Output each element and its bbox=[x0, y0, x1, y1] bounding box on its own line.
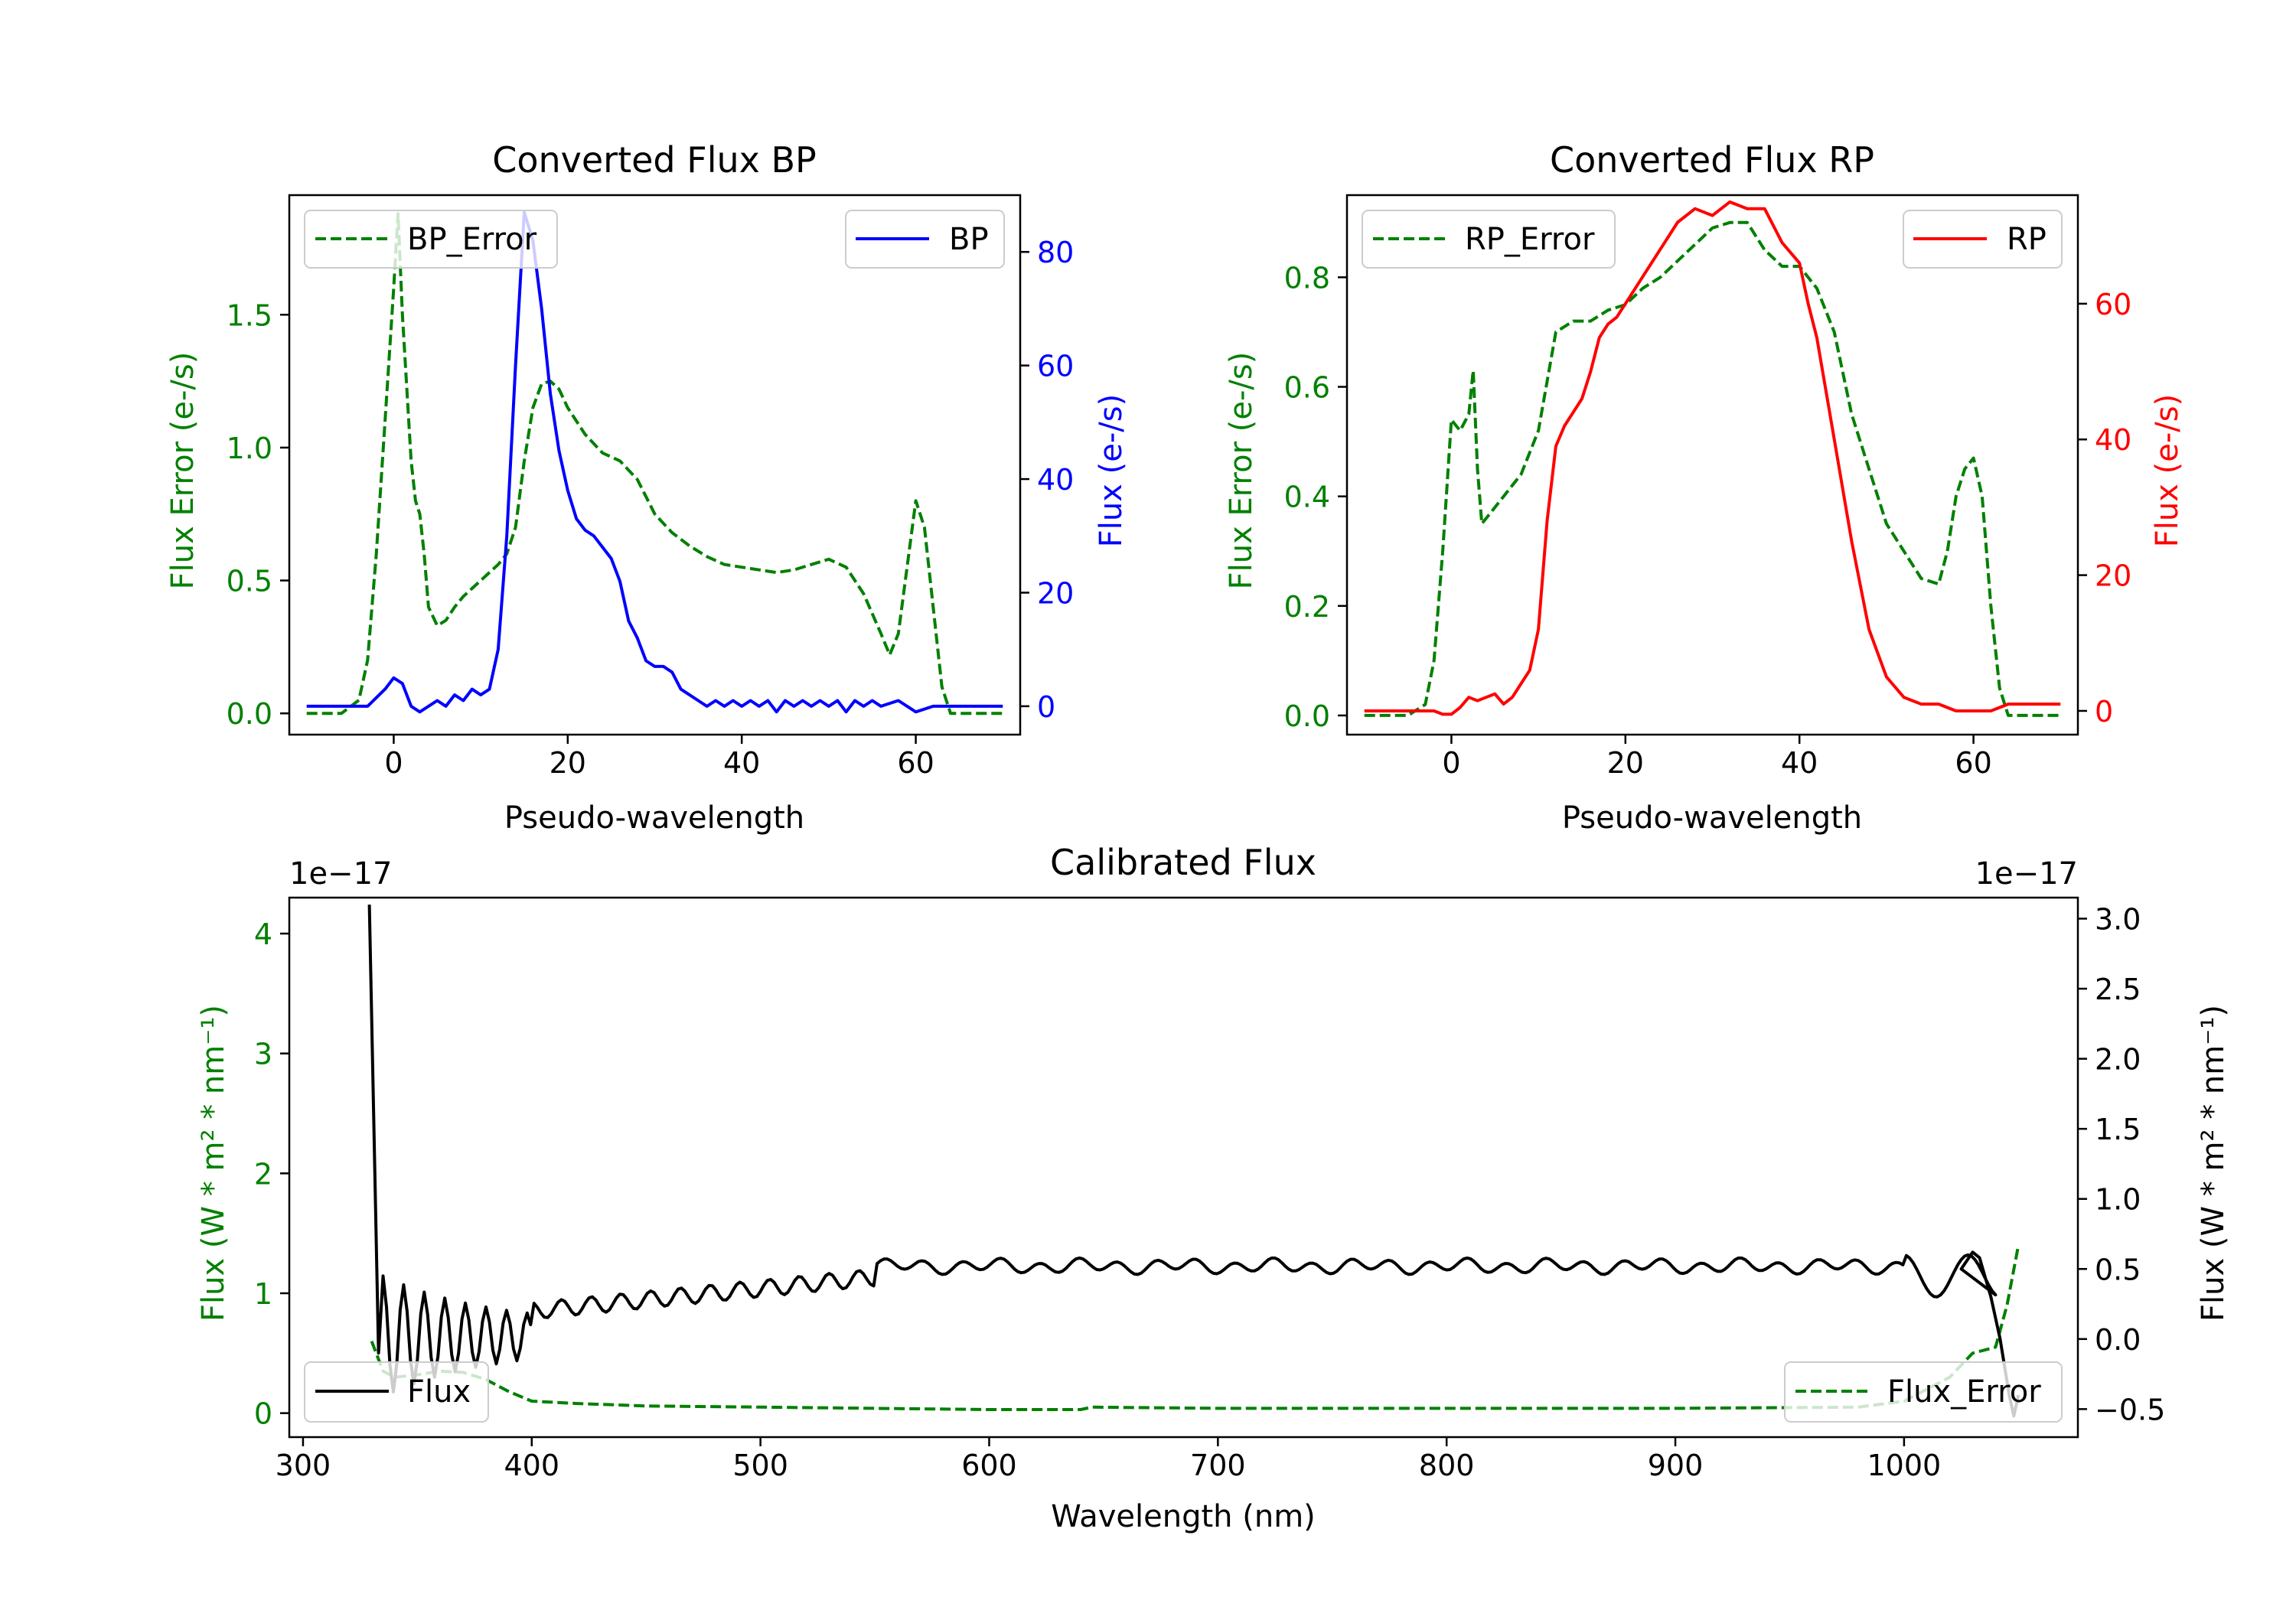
rp-series-rp bbox=[1364, 200, 2061, 716]
cal-left-axis-label: Flux (W * m² * nm⁻¹) bbox=[196, 1005, 231, 1322]
cal-x-tick-label: 600 bbox=[961, 1449, 1017, 1482]
cal-x-tick-label: 500 bbox=[732, 1449, 788, 1482]
rp-right-y-tick-label: 20 bbox=[2095, 559, 2131, 593]
cal-x-tick-label: 1000 bbox=[1867, 1449, 1942, 1482]
cal-right-y-tick-label: 3.0 bbox=[2095, 902, 2141, 936]
rp-series-rp-error bbox=[1364, 220, 2061, 717]
bp-x-tick-label: 40 bbox=[723, 746, 760, 780]
cal-legend-flux-label: Flux bbox=[407, 1374, 471, 1410]
cal-left-y-tick-label: 3 bbox=[254, 1038, 272, 1071]
rp-right-y-tick-label: 60 bbox=[2095, 288, 2131, 321]
rp-legend-flux-label: RP bbox=[2007, 222, 2047, 257]
bp-title: Converted Flux BP bbox=[492, 139, 817, 181]
rp-right-y-tick-label: 40 bbox=[2095, 423, 2131, 457]
rp-left-y-tick-label: 0.4 bbox=[1284, 481, 1330, 514]
bp-plot-area bbox=[288, 194, 1022, 736]
rp-chart: Converted Flux RP Pseudo-wavelength Flux… bbox=[1224, 139, 2185, 836]
cal-title: Calibrated Flux bbox=[1050, 842, 1316, 883]
bp-right-y-tick-label: 0 bbox=[1037, 690, 1055, 724]
cal-right-y-tick-label: 2.5 bbox=[2095, 973, 2141, 1006]
bp-left-y-tick-label: 1.5 bbox=[227, 298, 272, 332]
bp-legend-flux: BP bbox=[845, 210, 1005, 269]
bp-legend-flux-label: BP bbox=[949, 222, 989, 257]
cal-right-axis-label: Flux (W * m² * nm⁻¹) bbox=[2196, 1005, 2231, 1322]
cal-right-y-tick-label: 0.5 bbox=[2095, 1253, 2141, 1286]
rp-legend-flux: RP bbox=[1903, 210, 2063, 269]
rp-left-y-tick-label: 0.2 bbox=[1284, 590, 1330, 624]
cal-right-y-tick-label: 2.0 bbox=[2095, 1043, 2141, 1077]
cal-offset-right: 1e−17 bbox=[1975, 856, 2078, 892]
bp-left-y-tick-label: 0.5 bbox=[227, 565, 272, 598]
rp-right-y-tick-label: 0 bbox=[2095, 695, 2113, 729]
rp-x-tick-label: 20 bbox=[1607, 746, 1644, 780]
bp-right-y-tick-label: 60 bbox=[1037, 350, 1074, 383]
bp-left-y-tick-label: 0.0 bbox=[227, 697, 272, 731]
cal-x-tick-label: 700 bbox=[1190, 1449, 1246, 1482]
cal-x-tick-label: 300 bbox=[276, 1449, 331, 1482]
rp-x-axis-label: Pseudo-wavelength bbox=[1562, 800, 1862, 836]
cal-right-y-tick-label: −0.5 bbox=[2095, 1393, 2165, 1426]
cal-legend-error-label: Flux_Error bbox=[1887, 1374, 2041, 1410]
cal-x-tick-label: 400 bbox=[504, 1449, 560, 1482]
cal-legend-flux: Flux bbox=[304, 1361, 489, 1423]
calibrated-chart: Calibrated Flux 1e−17 1e−17 Wavelength (… bbox=[196, 842, 2231, 1534]
cal-x-axis-label: Wavelength (nm) bbox=[1051, 1499, 1316, 1534]
cal-legend-error: Flux_Error bbox=[1784, 1361, 2063, 1423]
cal-offset-left: 1e−17 bbox=[289, 856, 392, 892]
cal-x-tick-label: 800 bbox=[1419, 1449, 1475, 1482]
rp-left-y-tick-label: 0.8 bbox=[1284, 261, 1330, 295]
cal-left-y-tick-label: 1 bbox=[254, 1277, 272, 1311]
rp-right-axis-label: Flux (e-/s) bbox=[2150, 394, 2185, 547]
cal-right-y-tick-label: 1.0 bbox=[2095, 1183, 2141, 1217]
bp-chart: Converted Flux BP Pseudo-wavelength Flux… bbox=[165, 139, 1129, 836]
cal-left-y-tick-label: 4 bbox=[254, 918, 272, 951]
bp-legend-error-label: BP_Error bbox=[407, 222, 537, 257]
cal-series-flux bbox=[367, 905, 2020, 1418]
rp-left-y-tick-label: 0.0 bbox=[1284, 699, 1330, 733]
rp-legend-error: RP_Error bbox=[1362, 210, 1616, 269]
rp-x-tick-label: 40 bbox=[1781, 746, 1818, 780]
bp-right-y-tick-label: 40 bbox=[1037, 463, 1074, 497]
bp-x-tick-label: 0 bbox=[384, 746, 403, 780]
bp-left-axis-label: Flux Error (e-/s) bbox=[165, 352, 201, 590]
cal-x-tick-label: 900 bbox=[1648, 1449, 1704, 1482]
bp-x-tick-label: 60 bbox=[897, 746, 934, 780]
bp-x-tick-label: 20 bbox=[550, 746, 586, 780]
cal-right-y-tick-label: 0.0 bbox=[2095, 1323, 2141, 1357]
bp-right-axis-label: Flux (e-/s) bbox=[1094, 394, 1129, 547]
rp-left-axis-label: Flux Error (e-/s) bbox=[1224, 352, 1259, 590]
bp-left-y-tick-label: 1.0 bbox=[227, 432, 272, 465]
rp-x-tick-label: 0 bbox=[1442, 746, 1460, 780]
cal-right-y-tick-label: 1.5 bbox=[2095, 1113, 2141, 1146]
bp-series-bp bbox=[306, 210, 1003, 714]
bp-right-y-tick-label: 20 bbox=[1037, 576, 1074, 610]
rp-plot-area bbox=[1345, 194, 2079, 736]
bp-series-bp-error bbox=[306, 212, 1003, 715]
bp-right-y-tick-label: 80 bbox=[1037, 236, 1074, 269]
cal-left-y-tick-label: 0 bbox=[254, 1397, 272, 1431]
bp-legend-error: BP_Error bbox=[304, 210, 558, 269]
rp-x-tick-label: 60 bbox=[1955, 746, 1991, 780]
rp-title: Converted Flux RP bbox=[1550, 139, 1874, 181]
rp-left-y-tick-label: 0.6 bbox=[1284, 371, 1330, 405]
cal-left-y-tick-label: 2 bbox=[254, 1157, 272, 1191]
bp-x-axis-label: Pseudo-wavelength bbox=[504, 800, 804, 836]
cal-plot-area bbox=[288, 896, 2079, 1439]
rp-legend-error-label: RP_Error bbox=[1465, 222, 1595, 257]
